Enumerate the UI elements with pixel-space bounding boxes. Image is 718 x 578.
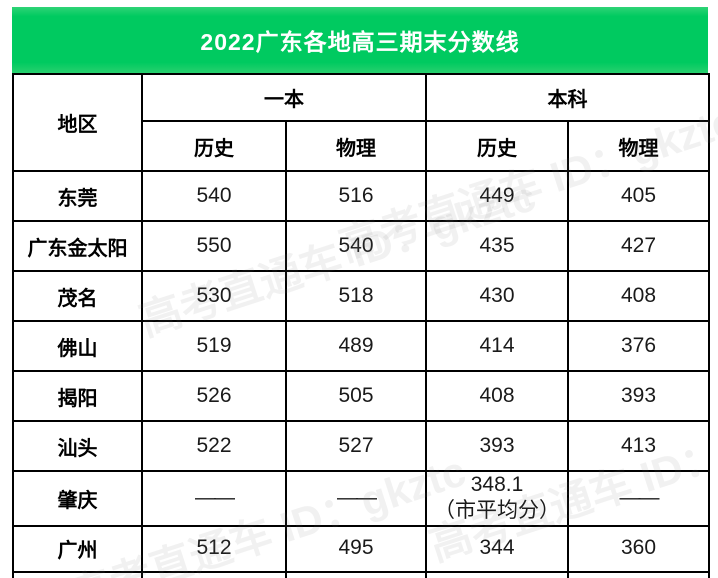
- region-cell: 茂名: [12, 270, 143, 322]
- page-title: 2022广东各地高三期末分数线: [200, 29, 520, 55]
- region-cell: 广东金太阳: [12, 220, 143, 272]
- score-cell-empty: ——: [567, 470, 710, 527]
- score-cell: 413: [567, 420, 710, 472]
- score-cell-empty: ——: [141, 470, 287, 527]
- score-cell: [425, 570, 569, 578]
- score-cell: 526: [141, 370, 287, 422]
- subject-header-yiben-physics: 物理: [285, 120, 427, 172]
- score-cell: 540: [285, 220, 427, 272]
- region-cell: 肇庆: [12, 470, 143, 527]
- region-cell: 汕头: [12, 420, 143, 472]
- score-cell: 540: [141, 170, 287, 222]
- score-cell: 430: [425, 270, 569, 322]
- score-table: 地区 一本 本科 历史 物理 历史 物理 东莞 540 516 449 405 …: [12, 73, 710, 578]
- title-banner: 2022广东各地高三期末分数线: [12, 7, 708, 73]
- score-cell: [141, 570, 287, 578]
- table-row-guangzhou: 广州 512 495 344 360: [12, 524, 710, 573]
- subject-header-yiben-history: 历史: [141, 120, 287, 172]
- score-cell: 360: [567, 524, 710, 573]
- score-cell: 344: [425, 524, 569, 573]
- score-cell: 516: [285, 170, 427, 222]
- score-cell: 519: [141, 320, 287, 372]
- group-header-yiben: 一本: [141, 73, 427, 122]
- score-cell: [567, 570, 710, 578]
- table-row-zhaoqing: 肇庆 —— —— 348.1 （市平均分） ——: [12, 470, 710, 527]
- region-cell: 佛山: [12, 320, 143, 372]
- subject-header-benke-physics: 物理: [567, 120, 710, 172]
- score-cell: 408: [425, 370, 569, 422]
- table-row-jieyang: 揭阳 526 505 408 393: [12, 370, 710, 422]
- score-cell: 522: [141, 420, 287, 472]
- score-cell: 489: [285, 320, 427, 372]
- region-column-header: 地区: [12, 73, 143, 172]
- score-cell: [285, 570, 427, 578]
- score-cell: 435: [425, 220, 569, 272]
- score-cell: 408: [567, 270, 710, 322]
- score-cell: 414: [425, 320, 569, 372]
- subject-header-benke-history: 历史: [425, 120, 569, 172]
- score-cell: 449: [425, 170, 569, 222]
- region-cell: 东莞: [12, 170, 143, 222]
- header-row-groups: 地区 一本 本科: [12, 73, 710, 172]
- table-row-maoming: 茂名 530 518 430 408: [12, 270, 710, 322]
- score-cell-empty: ——: [285, 470, 427, 527]
- score-cell: 530: [141, 270, 287, 322]
- score-cell: 495: [285, 524, 427, 573]
- region-cell: 广州: [12, 524, 143, 573]
- score-cell: 393: [567, 370, 710, 422]
- table-row-jintaiyang: 广东金太阳 550 540 435 427: [12, 220, 710, 272]
- score-cell: 405: [567, 170, 710, 222]
- region-cell: [12, 570, 143, 578]
- score-cell: 376: [567, 320, 710, 372]
- table-row-shantou: 汕头 522 527 393 413: [12, 420, 710, 472]
- table-row-dongguan: 东莞 540 516 449 405: [12, 170, 710, 222]
- header-row-subjects: 历史 物理 历史 物理: [13, 120, 710, 172]
- score-cell: 550: [141, 220, 287, 272]
- score-cell: 527: [285, 420, 427, 472]
- table-row-partial: [12, 570, 710, 578]
- score-cell: 505: [285, 370, 427, 422]
- group-header-benke: 本科: [425, 73, 710, 122]
- score-cell: 518: [285, 270, 427, 322]
- score-cell: 427: [567, 220, 710, 272]
- region-cell: 揭阳: [12, 370, 143, 422]
- table-row-foshan: 佛山 519 489 414 376: [12, 320, 710, 372]
- score-cell-note: 348.1 （市平均分）: [425, 470, 569, 527]
- score-cell: 393: [425, 420, 569, 472]
- score-cell: 512: [141, 524, 287, 573]
